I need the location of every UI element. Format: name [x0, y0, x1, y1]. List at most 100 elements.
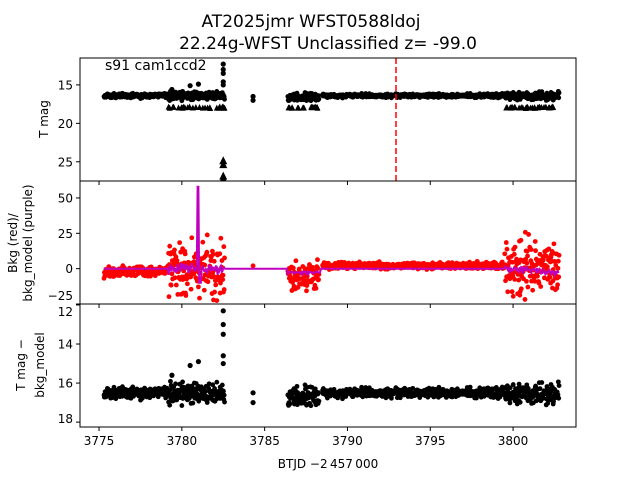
tmag-bkg-outlier-point	[187, 362, 193, 369]
bkg-point	[212, 289, 218, 295]
x-tick-label: 3775	[84, 434, 115, 448]
bkg-point	[220, 277, 226, 282]
tmag-bkg-point	[467, 384, 473, 390]
tmag-bkg-point	[316, 390, 321, 396]
panel1-ylabel: T mag	[37, 100, 51, 139]
bkg-point	[544, 264, 550, 270]
tmag-bkg-point	[525, 386, 531, 391]
tmag-bkg-point	[206, 381, 212, 387]
upper-limit-marker	[314, 104, 321, 111]
bkg-point	[555, 282, 561, 288]
tmag-bkg-point	[507, 385, 513, 391]
bkg-point	[296, 266, 302, 272]
tmag-bkg-point	[180, 379, 185, 385]
tmag-point	[556, 90, 562, 96]
bkg-point	[182, 251, 188, 257]
tmag-point	[316, 96, 322, 102]
bkg-point	[556, 252, 562, 258]
bkg-point	[173, 282, 179, 288]
y-tick-label: 0	[65, 262, 73, 276]
bkg-point	[512, 276, 518, 282]
tmag-bkg-point	[389, 395, 394, 401]
x-tick-label: 3790	[332, 434, 363, 448]
upper-limit-marker	[220, 174, 227, 181]
tmag-bkg-point	[316, 398, 322, 404]
bkg-point	[295, 284, 301, 290]
bkg-point	[518, 237, 524, 243]
tmag-outlier-point	[220, 61, 226, 67]
bkg-point	[196, 284, 201, 290]
bkg-point	[200, 239, 206, 245]
bkg-point	[183, 293, 189, 298]
tmag-bkg-outlier-point	[220, 360, 226, 367]
tmag-bkg-point	[179, 403, 185, 408]
bkg-point	[511, 251, 517, 257]
tmag-point	[222, 96, 227, 102]
bkg-point	[556, 274, 562, 280]
panel2-ylabel-line2: bkg_model (purple)	[21, 184, 35, 301]
y-tick-label: 15	[58, 78, 73, 92]
tmag-bkg-point	[537, 386, 543, 392]
annotation-sector-camera: s91 cam1ccd2	[105, 58, 207, 74]
bkg-point	[166, 294, 172, 300]
tmag-bkg-point	[173, 381, 178, 387]
bkg-point	[546, 246, 552, 252]
bkg-point	[201, 287, 207, 293]
tmag-bkg-point	[167, 402, 173, 408]
bkg-point	[204, 232, 210, 238]
bkg-point	[188, 286, 194, 292]
bkg-point	[177, 240, 183, 246]
tmag-bkg-point	[214, 379, 220, 385]
tmag-bkg-point	[168, 378, 173, 384]
tmag-bkg-point	[287, 401, 293, 407]
bkg-point	[167, 243, 173, 249]
tmag-outlier-point	[250, 93, 256, 100]
tmag-bkg-point	[210, 382, 216, 388]
panel-background: 50 25 0 −25	[48, 180, 577, 308]
tmag-bkg-outlier-point	[220, 321, 226, 328]
bkg-point	[524, 260, 530, 266]
tmag-bkg-outlier-point	[220, 308, 226, 314]
bkg-point	[313, 285, 319, 291]
bkg-point	[205, 279, 211, 285]
x-tick-label: 3785	[249, 434, 280, 448]
bkg-point	[211, 274, 217, 279]
tmag-bkg-point	[510, 382, 516, 387]
tmag-bkg-point	[507, 400, 513, 406]
bkg-point	[551, 241, 557, 247]
bkg-point	[530, 287, 536, 293]
panel-tmag-minus-bkg: 12 14 16 18 3775 3780 3785 3790 3795 3800	[58, 303, 577, 448]
bkg-point	[172, 275, 178, 281]
bkg-point	[526, 232, 532, 237]
axes-frame	[79, 303, 577, 428]
bkg-point	[288, 274, 293, 279]
tmag-bkg-point	[204, 400, 210, 405]
x-tick-label: 3795	[415, 434, 446, 448]
upper-limit-marker	[295, 104, 302, 111]
bkg-point	[174, 258, 180, 263]
bkg-point	[293, 258, 299, 264]
bkg-point	[502, 251, 508, 257]
tmag-bkg-point	[155, 394, 161, 400]
title-line1: AT2025jmr WFST0588ldoj	[202, 12, 421, 32]
panel2-ylabel-line1: Bkg (red)/	[6, 212, 20, 273]
tmag-bkg-point	[551, 399, 556, 404]
bkg-point	[552, 258, 558, 264]
panel-tmag: 15 20 25	[58, 57, 577, 185]
axes-frame	[79, 57, 577, 182]
bkg-point	[517, 292, 523, 298]
upper-limit-marker	[186, 103, 193, 110]
tmag-bkg-point	[203, 388, 208, 394]
bkg-point	[510, 293, 516, 299]
bkg-point	[509, 289, 515, 295]
x-tick-label: 3800	[498, 434, 529, 448]
bkg-point	[250, 263, 256, 269]
tmag-bkg-point	[555, 379, 561, 385]
bkg-point	[218, 235, 224, 241]
plot-area	[101, 58, 562, 181]
bkg-point	[533, 248, 538, 254]
bkg-point	[186, 259, 191, 265]
bkg-point	[525, 284, 531, 290]
bkg-point	[528, 247, 534, 253]
